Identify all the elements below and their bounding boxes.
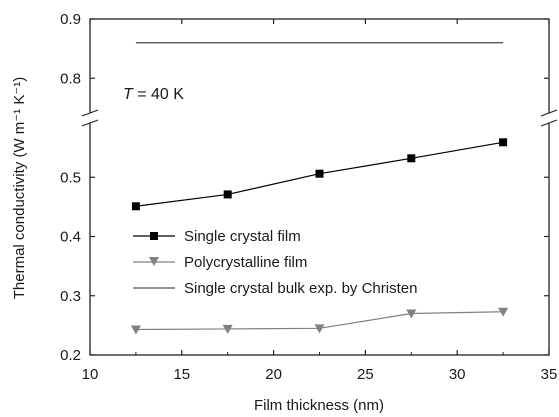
axis-ticks xyxy=(89,18,550,356)
data-point-single-crystal xyxy=(407,154,416,163)
axis-break-marks xyxy=(81,109,558,127)
legend-marker-polycrystalline xyxy=(149,257,159,266)
x-tick-label: 10 xyxy=(82,366,99,383)
y-tick-label: 0.8 xyxy=(60,70,81,87)
y-tick-label: 0.9 xyxy=(60,11,81,28)
data-point-polycrystalline xyxy=(222,324,233,334)
axis-break-gap-left xyxy=(85,113,95,123)
data-point-single-crystal xyxy=(223,190,232,199)
data-point-single-crystal xyxy=(315,169,324,178)
y-axis-title: Thermal conductivity (W m⁻¹ K⁻¹) xyxy=(11,77,28,300)
data-point-polycrystalline xyxy=(314,324,325,334)
plot-frame xyxy=(89,18,550,356)
x-tick-label: 30 xyxy=(449,366,466,383)
axis-break-gap-right xyxy=(544,113,554,123)
legend-label-polycrystalline: Polycrystalline film xyxy=(184,254,307,271)
axis-break-line-right xyxy=(540,109,558,117)
legend-label-single-crystal: Single crystal film xyxy=(184,228,301,245)
x-tick-label: 25 xyxy=(357,366,374,383)
y-tick-labels: 0.2 0.3 0.4 0.5 0.8 0.9 xyxy=(60,11,81,364)
data-point-single-crystal xyxy=(499,138,508,147)
data-point-polycrystalline xyxy=(406,309,417,319)
annotation-temperature: T = 40 K xyxy=(123,86,184,103)
axis-break-line-left xyxy=(81,119,99,127)
legend-label-bulk: Single crystal bulk exp. by Christen xyxy=(184,280,417,297)
x-axis-title: Film thickness (nm) xyxy=(254,397,384,414)
y-tick-label: 0.5 xyxy=(60,169,81,186)
legend-marker-single-crystal xyxy=(150,232,158,240)
data-point-polycrystalline xyxy=(130,325,141,335)
y-tick-label: 0.4 xyxy=(60,229,81,246)
x-tick-label: 15 xyxy=(173,366,190,383)
legend: Single crystal film Polycrystalline film… xyxy=(133,228,417,297)
y-tick-label: 0.2 xyxy=(60,347,81,364)
axis-break-line-right xyxy=(540,119,558,127)
series-layer xyxy=(130,42,509,335)
data-point-single-crystal xyxy=(131,202,140,211)
axis-break-line-left xyxy=(81,109,99,117)
y-tick-label: 0.3 xyxy=(60,288,81,305)
x-tick-label: 35 xyxy=(541,366,558,383)
x-tick-labels: 10 15 20 25 30 35 xyxy=(82,366,558,383)
data-point-polycrystalline xyxy=(498,307,509,317)
x-tick-label: 20 xyxy=(265,366,282,383)
